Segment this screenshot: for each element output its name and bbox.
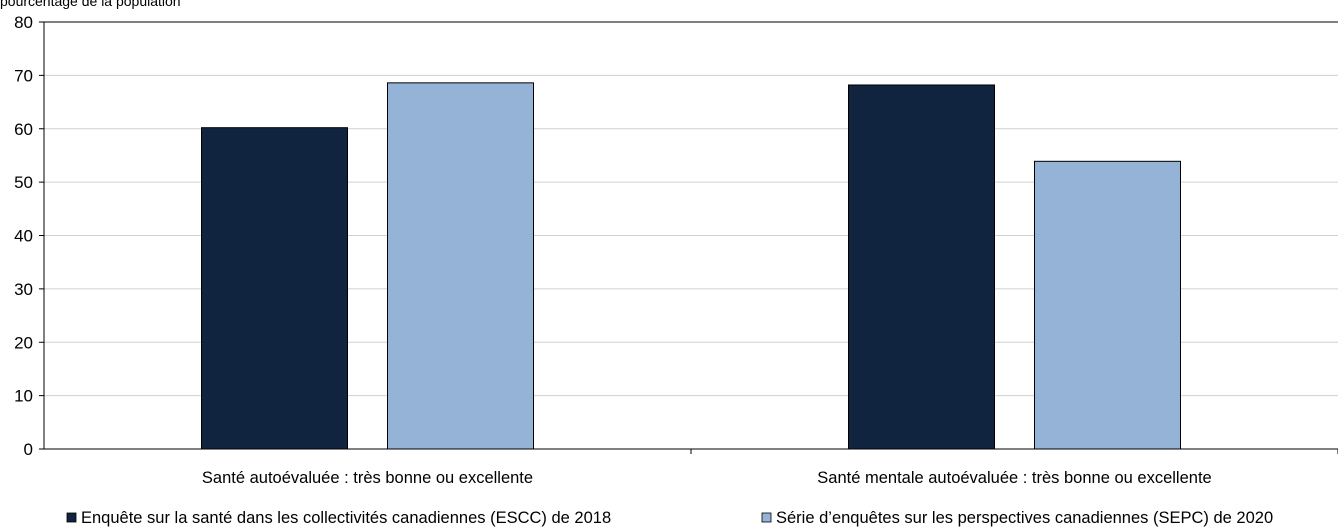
legend-label: Série d’enquêtes sur les perspectives ca… <box>776 509 1273 527</box>
category-label: Santé autoévaluée : très bonne ou excell… <box>202 469 533 487</box>
axes <box>39 21 1338 454</box>
bar-series1-cat2 <box>848 84 995 450</box>
legend-item: Enquête sur la santé dans les collectivi… <box>66 509 611 527</box>
legend-label: Enquête sur la santé dans les collectivi… <box>81 509 611 527</box>
y-tick-label: 10 <box>14 387 33 406</box>
y-tick-label: 0 <box>24 440 33 459</box>
bars <box>201 82 1181 450</box>
y-tick-label: 40 <box>14 227 33 246</box>
y-tick-label: 20 <box>14 333 33 352</box>
bar-series2-cat1 <box>387 82 534 450</box>
y-axis-ticks: 0 10 20 30 40 50 60 70 80 <box>14 13 33 459</box>
y-tick-label: 30 <box>14 280 33 299</box>
y-tick-label: 60 <box>14 120 33 139</box>
legend-item: Série d’enquêtes sur les perspectives ca… <box>761 509 1273 527</box>
y-tick-label: 50 <box>14 173 33 192</box>
legend-swatch <box>66 512 77 523</box>
y-tick-label: 80 <box>14 13 33 32</box>
legend: Enquête sur la santé dans les collectivi… <box>66 509 1273 527</box>
category-labels: Santé autoévaluée : très bonne ou excell… <box>202 469 1212 487</box>
category-label: Santé mentale autoévaluée : très bonne o… <box>817 469 1211 487</box>
legend-swatch <box>761 512 772 523</box>
bar-series1-cat1 <box>201 127 348 450</box>
y-axis-label: pourcentage de la population <box>0 0 181 9</box>
y-tick-label: 70 <box>14 66 33 85</box>
bar-series2-cat2 <box>1034 160 1181 450</box>
